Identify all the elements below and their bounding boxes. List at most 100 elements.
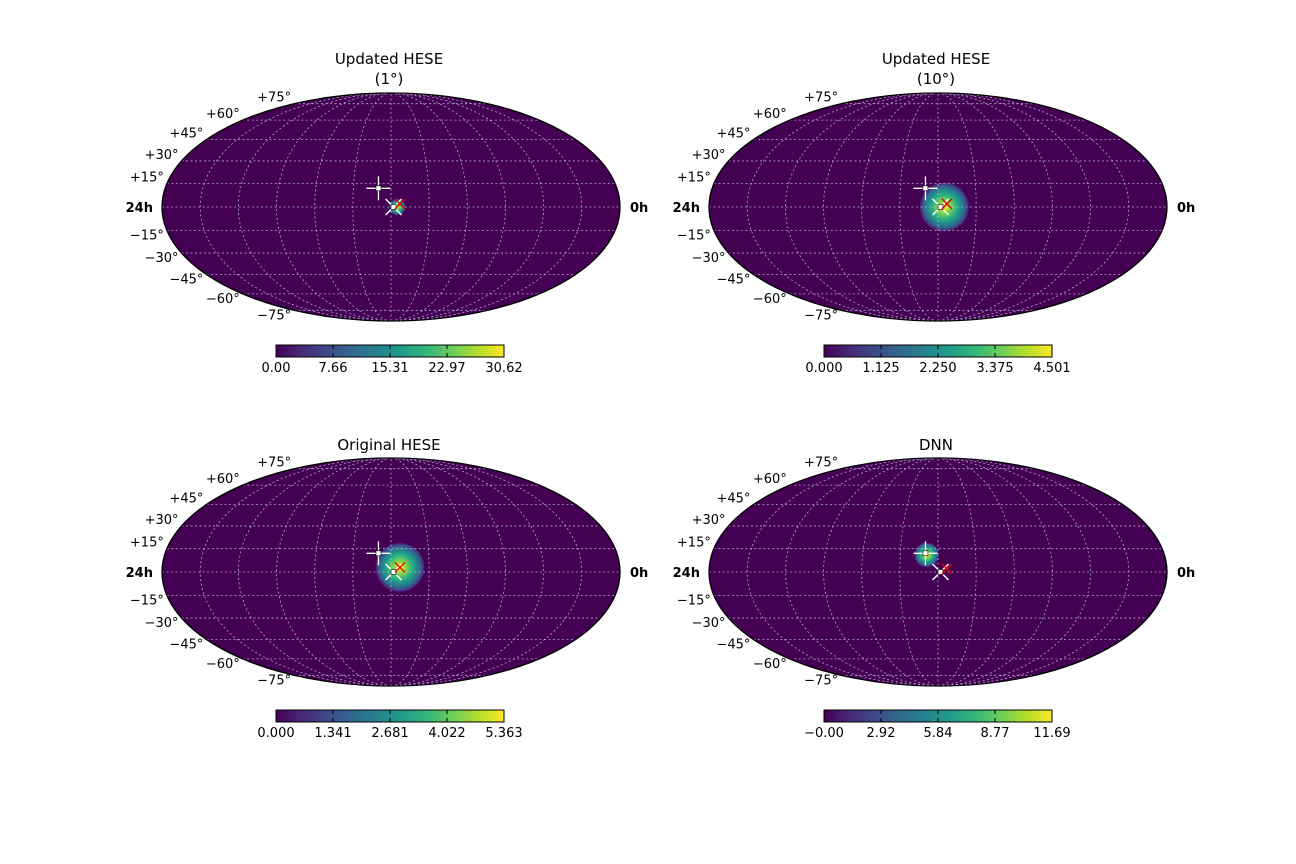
lat-label: +60° [206,472,240,487]
graticule [709,458,1167,686]
panel-title: Updated HESE [882,50,990,68]
lat-label: −45° [717,272,751,287]
lat-label: +45° [717,492,751,507]
ra-label-left: 24h [673,201,700,216]
lat-label: +75° [804,91,838,106]
lat-label: −15° [130,593,164,608]
meridian-line [937,93,977,321]
lat-label: −60° [206,657,240,672]
meridian-line [390,458,545,686]
lat-label: +30° [692,513,726,528]
sky-outline [161,92,621,322]
lat-label: +30° [145,513,179,528]
colorbar-tick-label: −0.00 [804,726,844,741]
true-direction-marker [394,561,406,573]
lat-label: −75° [804,308,838,323]
colorbar: 0.000 1.341 2.681 4.022 5.363 [257,709,523,741]
colorbar-tick-label: 2.681 [371,726,408,741]
lat-label: −15° [130,228,164,243]
meridian-line [861,93,939,321]
lat-label: −45° [170,272,204,287]
colorbar-tick-label: 2.92 [867,726,896,741]
lat-label: +30° [145,148,179,163]
colorbar-tick-label: 15.31 [371,361,408,376]
meridian-line [390,458,430,686]
reco-x-marker [932,563,950,581]
meridian-line [746,458,939,686]
meridian-line [937,458,1130,686]
lat-label: +15° [130,536,164,551]
colorbar-tick-label: 4.501 [1033,361,1070,376]
colorbar-tick-label: 0.000 [257,726,294,741]
graticule [162,93,620,321]
true-direction-marker [941,563,953,575]
meridian-line [937,93,1130,321]
source-cross-marker [366,541,391,566]
lat-label: +15° [677,536,711,551]
lat-label: −60° [206,292,240,307]
lat-label: −75° [804,673,838,688]
lat-label: +75° [257,456,291,471]
meridian-line [352,93,392,321]
lat-label: +60° [753,107,787,122]
colorbar-tick-label: 1.125 [862,361,899,376]
lat-label: +60° [753,472,787,487]
ra-label-right: 0h [630,201,648,216]
graticule [162,458,620,686]
panel-title: DNN [919,436,953,454]
lat-label: +15° [130,171,164,186]
colorbar-tick-label: 7.66 [319,361,348,376]
sky-outline [708,92,1168,322]
sky-map-panel-2: Updated HESE (10°) 24h 0h +75° +60°+45° +30° +1… [673,50,1196,376]
panel-subtitle: (10°) [917,70,955,88]
colorbar: 0.00 7.66 15.31 22.97 30.62 [262,344,523,376]
meridian-line [746,93,939,321]
colorbar-tick-label: 22.97 [428,361,465,376]
lat-label: +75° [804,456,838,471]
meridian-line [352,458,392,686]
meridian-line [390,93,430,321]
colorbar-tick-label: 30.62 [485,361,522,376]
panel-title: Updated HESE [335,50,443,68]
lat-label: +45° [717,127,751,142]
lat-label: −15° [677,228,711,243]
ra-label-left: 24h [126,566,153,581]
sky-outline [161,457,621,687]
colorbar-tick-label: 0.00 [262,361,291,376]
source-cross-marker [913,176,938,201]
meridian-line [937,458,977,686]
sky-map-panel-3: Original HESE 24h 0h +75° +60°+45° +30° +15° −1… [126,436,649,741]
lat-label: +15° [677,171,711,186]
true-direction-marker [941,198,953,210]
reco-x-marker [385,198,403,216]
ra-label-left: 24h [126,201,153,216]
meridian-line [784,458,939,686]
lat-label: −30° [145,616,179,631]
lat-label: −75° [257,673,291,688]
meridian-line [899,458,939,686]
colorbar-tick-label: 4.022 [428,726,465,741]
meridian-line [937,93,1092,321]
source-cross-marker [913,541,938,566]
meridian-line [899,93,939,321]
colorbar-tick-label: 3.375 [976,361,1013,376]
colorbar: 0.000 1.125 2.250 3.375 4.501 [805,344,1071,376]
meridian-line [390,458,583,686]
ra-label-right: 0h [1177,201,1195,216]
meridian-line [390,93,468,321]
meridian-line [199,458,392,686]
lat-label: −30° [692,616,726,631]
lat-label: +30° [692,148,726,163]
lat-label: −45° [717,637,751,652]
lat-label: +75° [257,91,291,106]
meridian-line [390,93,545,321]
colorbar-tick-label: 11.69 [1033,726,1070,741]
colorbar-tick-label: 1.341 [314,726,351,741]
colorbar-tick-label: 0.000 [805,361,842,376]
graticule [709,93,1167,321]
colorbar-tick-label: 2.250 [919,361,956,376]
colorbar-tick-label: 8.77 [981,726,1010,741]
ra-label-right: 0h [630,566,648,581]
colorbar-tick-label: 5.363 [485,726,522,741]
